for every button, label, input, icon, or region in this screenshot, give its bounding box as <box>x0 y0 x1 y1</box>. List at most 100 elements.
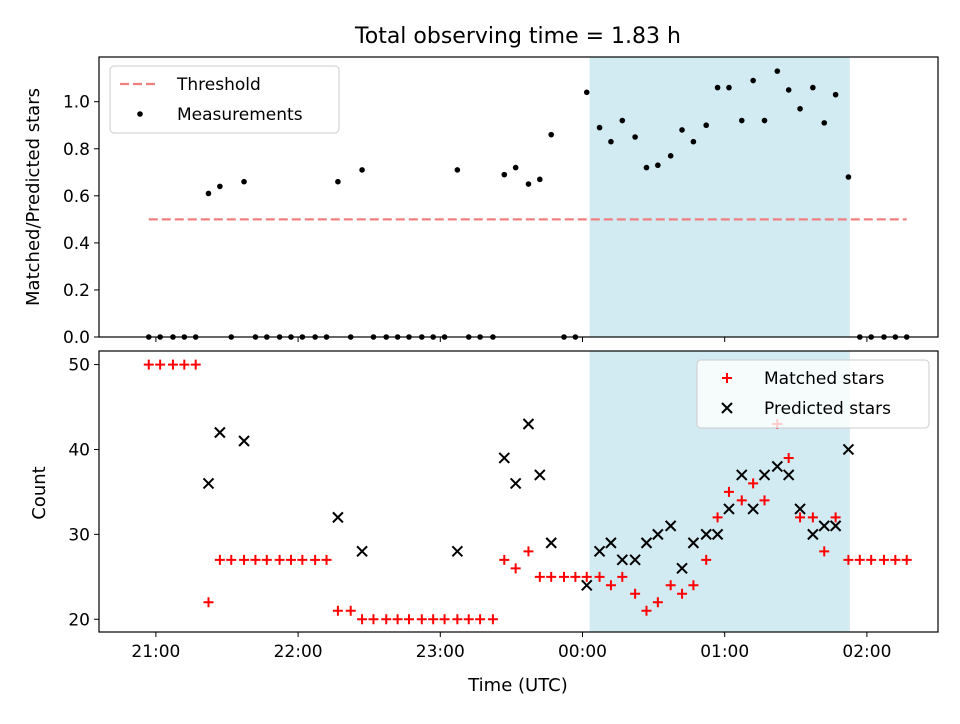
bottom-series-0-point-1 <box>155 359 166 370</box>
bottom-series-0-point-46 <box>688 580 699 591</box>
top-series-0-point-47 <box>703 122 710 129</box>
bottom-series-0-point-47 <box>701 554 712 565</box>
bottom-series-0-point-54 <box>783 452 794 463</box>
bottom-series-1-point-13 <box>605 537 617 549</box>
top-series-0-point-57 <box>821 120 828 126</box>
top-series-0-point-53 <box>774 68 781 74</box>
bottom-series-0-point-5 <box>203 597 214 608</box>
top-series-0-point-6 <box>217 183 223 190</box>
bottom-series-0-point-31 <box>510 563 521 574</box>
bottom-legend-swatch-1 <box>721 402 733 414</box>
top-y-tick-label-3: 0.6 <box>63 187 90 207</box>
x-tick-label-2: 23:00 <box>416 642 465 662</box>
bottom-series-0-point-6 <box>214 554 225 565</box>
top-series-0-point-59 <box>845 174 852 180</box>
bottom-series-0-point-12 <box>285 554 296 565</box>
bottom-series-1-point-5 <box>451 545 464 558</box>
bottom-series-0-point-15 <box>321 554 332 565</box>
bottom-series-1-point-27 <box>771 460 784 473</box>
top-series-0-point-5 <box>205 190 212 197</box>
bottom-y-tick-label-3: 50 <box>68 356 90 376</box>
bottom-series-1-point-1 <box>214 426 226 439</box>
bottom-series-0-point-64 <box>901 554 912 565</box>
bottom-series-0-point-2 <box>167 359 178 370</box>
top-series-0-point-48 <box>714 84 721 91</box>
bottom-series-0-point-39 <box>605 580 616 591</box>
bottom-series-1-point-6 <box>498 452 510 464</box>
top-series-0-point-52 <box>761 117 768 124</box>
bottom-series-1-point-8 <box>522 418 535 430</box>
bottom-y-tick-label-0: 20 <box>68 610 90 630</box>
top-series-0-point-55 <box>797 105 803 112</box>
bottom-series-0-point-50 <box>736 495 747 506</box>
bottom-series-0-point-13 <box>297 554 308 565</box>
bottom-series-0-point-61 <box>866 554 877 565</box>
x-tick-label-3: 00:00 <box>558 642 607 662</box>
top-series-0-point-8 <box>241 178 247 185</box>
bottom-series-0-point-16 <box>332 605 343 616</box>
bottom-series-0-point-56 <box>807 512 818 523</box>
bottom-series-0-point-52 <box>759 495 770 506</box>
bottom-legend-box <box>696 359 930 429</box>
bottom-series-0-point-41 <box>630 588 641 599</box>
bottom-series-1-point-14 <box>616 554 629 566</box>
top-series-0-point-26 <box>454 167 461 173</box>
bottom-series-0-point-34 <box>546 571 557 582</box>
bottom-series-1-point-30 <box>807 528 819 541</box>
top-series-0-point-31 <box>512 164 519 171</box>
bottom-series-0-point-30 <box>499 554 510 565</box>
bottom-series-0-point-38 <box>594 571 605 582</box>
x-tick-label-0: 21:00 <box>131 642 180 662</box>
legend-threshold-label: Threshold <box>176 75 261 95</box>
bottom-legend-swatch-0 <box>722 373 732 383</box>
top-series-0-point-58 <box>832 91 839 98</box>
top-series-0-point-51 <box>750 77 756 84</box>
x-tick-label-1: 22:00 <box>274 642 323 662</box>
top-series-0-point-44 <box>667 153 674 159</box>
bottom-y-tick-label-2: 40 <box>68 440 90 460</box>
bottom-series-0-point-37 <box>581 571 592 582</box>
bottom-series-0-point-59 <box>843 554 854 565</box>
top-y-tick-label-5: 1.0 <box>63 93 90 113</box>
bottom-series-1-point-16 <box>640 537 653 549</box>
bottom-series-0-point-17 <box>345 605 356 616</box>
chart-title: Total observing time = 1.83 h <box>354 24 681 49</box>
top-series-0-point-42 <box>643 164 650 171</box>
bottom-series-0-point-49 <box>723 486 734 497</box>
bottom-series-0-point-44 <box>665 580 676 591</box>
x-tick-label-5: 02:00 <box>842 642 891 662</box>
top-y-tick-label-4: 0.8 <box>63 140 90 160</box>
bottom-series-1-point-3 <box>332 511 344 524</box>
bottom-series-1-point-9 <box>534 469 546 481</box>
bottom-series-0-point-0 <box>143 359 154 370</box>
bottom-series-0-point-62 <box>878 554 889 565</box>
top-legend-label-0: Measurements <box>177 105 303 125</box>
bottom-series-0-point-36 <box>570 571 581 582</box>
bottom-y-tick-label-1: 30 <box>68 525 90 545</box>
top-series-0-point-30 <box>501 171 508 178</box>
bottom-series-1-point-33 <box>842 443 855 456</box>
bottom-series-0-point-23 <box>416 614 427 625</box>
top-series-0-point-39 <box>608 138 614 145</box>
top-series-0-point-16 <box>335 178 341 185</box>
bottom-series-0-point-55 <box>795 512 806 523</box>
bottom-legend-label-1: Predicted stars <box>764 399 891 419</box>
bottom-series-1-point-26 <box>758 469 771 481</box>
bottom-series-0-point-9 <box>250 554 261 565</box>
bottom-series-1-point-24 <box>736 469 748 481</box>
bottom-series-1-point-28 <box>782 469 795 481</box>
bottom-series-0-point-11 <box>274 554 285 565</box>
bottom-series-0-point-8 <box>239 554 250 565</box>
x-axis-label: Time (UTC) <box>467 675 568 696</box>
top-y-axis-label: Matched/Predicted stars <box>23 88 44 306</box>
bottom-series-1-point-29 <box>794 503 806 515</box>
top-observing-span <box>589 57 850 337</box>
bottom-series-0-point-22 <box>404 614 415 625</box>
bottom-series-1-point-20 <box>687 537 700 549</box>
top-series-0-point-18 <box>359 167 365 173</box>
bottom-series-0-point-18 <box>357 614 368 625</box>
bottom-series-0-point-19 <box>368 614 379 625</box>
bottom-series-0-point-32 <box>523 546 534 557</box>
top-series-0-point-33 <box>537 176 543 183</box>
bottom-series-0-point-57 <box>819 546 830 557</box>
